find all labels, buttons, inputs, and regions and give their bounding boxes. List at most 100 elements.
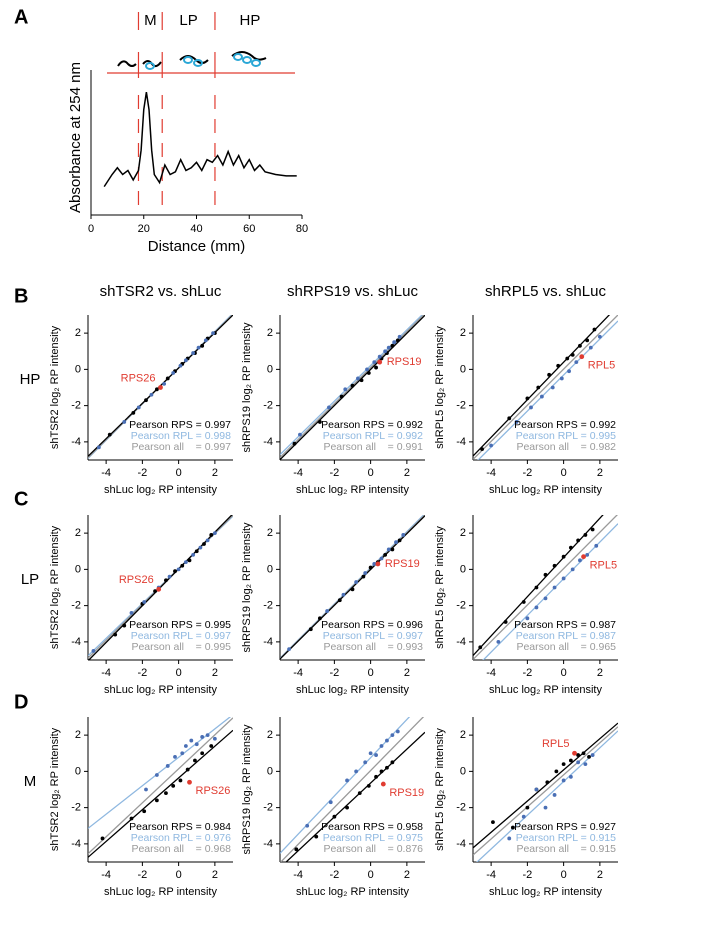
data-point bbox=[581, 554, 586, 560]
point-label: RPS26 bbox=[196, 785, 231, 797]
x-tick-label: 0 bbox=[368, 869, 374, 881]
x-tick-label: -2 bbox=[522, 467, 532, 479]
x-tick-label: -4 bbox=[293, 467, 303, 479]
data-point bbox=[205, 538, 210, 543]
data-point bbox=[578, 558, 582, 563]
pearson-stat: Pearson RPL = 0.992 bbox=[323, 430, 423, 442]
pearson-stat: Pearson RPL = 0.997 bbox=[131, 630, 231, 642]
y-tick-label: -2 bbox=[71, 400, 81, 412]
data-point bbox=[180, 751, 185, 756]
x-tick-label: 2 bbox=[597, 667, 603, 679]
data-point bbox=[91, 649, 96, 653]
y-tick-label: -4 bbox=[263, 838, 273, 850]
data-point bbox=[200, 343, 205, 348]
pearson-stat: Pearson RPS = 0.987 bbox=[514, 619, 616, 631]
data-point bbox=[365, 367, 369, 372]
fit-line bbox=[473, 515, 604, 656]
data-point bbox=[345, 778, 349, 783]
data-point bbox=[129, 610, 134, 615]
icon bbox=[193, 59, 203, 67]
point-label: RPS19 bbox=[387, 356, 422, 368]
pearson-stat: Pearson all = 0.995 bbox=[131, 641, 231, 653]
data-point bbox=[592, 327, 597, 332]
data-point bbox=[550, 385, 555, 390]
x-tick-label: 2 bbox=[212, 869, 218, 881]
x-axis-label: shLuc log₂ RP intensity bbox=[489, 684, 602, 696]
y-tick-label: 0 bbox=[75, 765, 81, 777]
y-tick-label: 0 bbox=[267, 563, 273, 575]
y-tick-label: -4 bbox=[263, 636, 273, 648]
data-point bbox=[567, 369, 571, 374]
data-point bbox=[578, 343, 582, 348]
data-point bbox=[534, 605, 539, 610]
data-point bbox=[525, 616, 530, 621]
data-point bbox=[552, 793, 557, 797]
x-tick-label: -2 bbox=[522, 869, 532, 881]
data-point bbox=[507, 836, 512, 841]
y-tick-label: -4 bbox=[456, 838, 466, 850]
data-point bbox=[521, 600, 526, 604]
y-axis-label: shRPL5 log₂ RP intensity bbox=[434, 526, 446, 649]
icon bbox=[233, 53, 243, 61]
data-point bbox=[590, 527, 595, 532]
data-point bbox=[354, 580, 359, 584]
y-tick-label: 2 bbox=[460, 527, 466, 539]
y-tick-label: -4 bbox=[456, 436, 466, 448]
pearson-stat: Pearson RPL = 0.975 bbox=[323, 832, 423, 844]
data-point bbox=[200, 735, 205, 739]
data-point bbox=[149, 392, 154, 397]
data-point bbox=[525, 396, 530, 401]
x-tick-label: -2 bbox=[137, 869, 147, 881]
data-point bbox=[317, 420, 322, 424]
data-point bbox=[354, 769, 359, 774]
data-point bbox=[173, 754, 177, 759]
data-point bbox=[568, 545, 573, 550]
data-point bbox=[379, 556, 384, 561]
data-point bbox=[202, 542, 206, 546]
fit-line bbox=[88, 717, 233, 855]
data-point bbox=[154, 798, 159, 803]
data-point bbox=[198, 545, 203, 550]
x-axis-label: shLuc log₂ RP intensity bbox=[296, 886, 409, 898]
y-tick-label: 2 bbox=[75, 729, 81, 741]
data-point bbox=[385, 738, 389, 743]
x-tick-label: -2 bbox=[522, 667, 532, 679]
x-tick-label: -2 bbox=[329, 467, 339, 479]
data-point bbox=[187, 558, 192, 563]
data-point bbox=[314, 834, 319, 839]
data-point bbox=[507, 416, 512, 421]
data-point bbox=[559, 376, 564, 381]
data-point bbox=[545, 780, 550, 785]
y-axis-label: shRPL5 log₂ RP intensity bbox=[434, 326, 446, 449]
pearson-stat: Pearson RPS = 0.927 bbox=[514, 821, 616, 833]
row-label: HP bbox=[20, 371, 41, 388]
panel-label: A bbox=[14, 6, 28, 28]
data-point bbox=[366, 783, 371, 788]
data-point bbox=[574, 360, 579, 365]
data-point bbox=[568, 774, 573, 779]
pearson-stat: Pearson all = 0.997 bbox=[131, 441, 231, 453]
pearson-stat: Pearson RPL = 0.998 bbox=[131, 430, 231, 442]
data-point bbox=[136, 405, 141, 410]
data-point bbox=[193, 758, 197, 763]
x-axis-label: shLuc log₂ RP intensity bbox=[489, 886, 602, 898]
data-point bbox=[536, 385, 541, 390]
x-axis-label: shLuc log₂ RP intensity bbox=[104, 484, 217, 496]
data-point bbox=[561, 778, 566, 783]
data-point bbox=[211, 331, 215, 336]
y-tick-label: 2 bbox=[267, 327, 273, 339]
data-point bbox=[561, 554, 566, 559]
fit-line bbox=[473, 315, 618, 460]
y-tick-label: -4 bbox=[456, 636, 466, 648]
column-title: shRPL5 vs. shLuc bbox=[485, 283, 606, 300]
data-point bbox=[534, 585, 539, 590]
data-point bbox=[164, 578, 168, 583]
y-tick-label: 0 bbox=[460, 563, 466, 575]
icon bbox=[117, 60, 137, 67]
data-point bbox=[390, 733, 395, 738]
y-tick-label: -4 bbox=[71, 436, 81, 448]
fit-line bbox=[476, 730, 618, 862]
data-point bbox=[363, 760, 368, 765]
x-tick-label: 0 bbox=[88, 223, 94, 235]
